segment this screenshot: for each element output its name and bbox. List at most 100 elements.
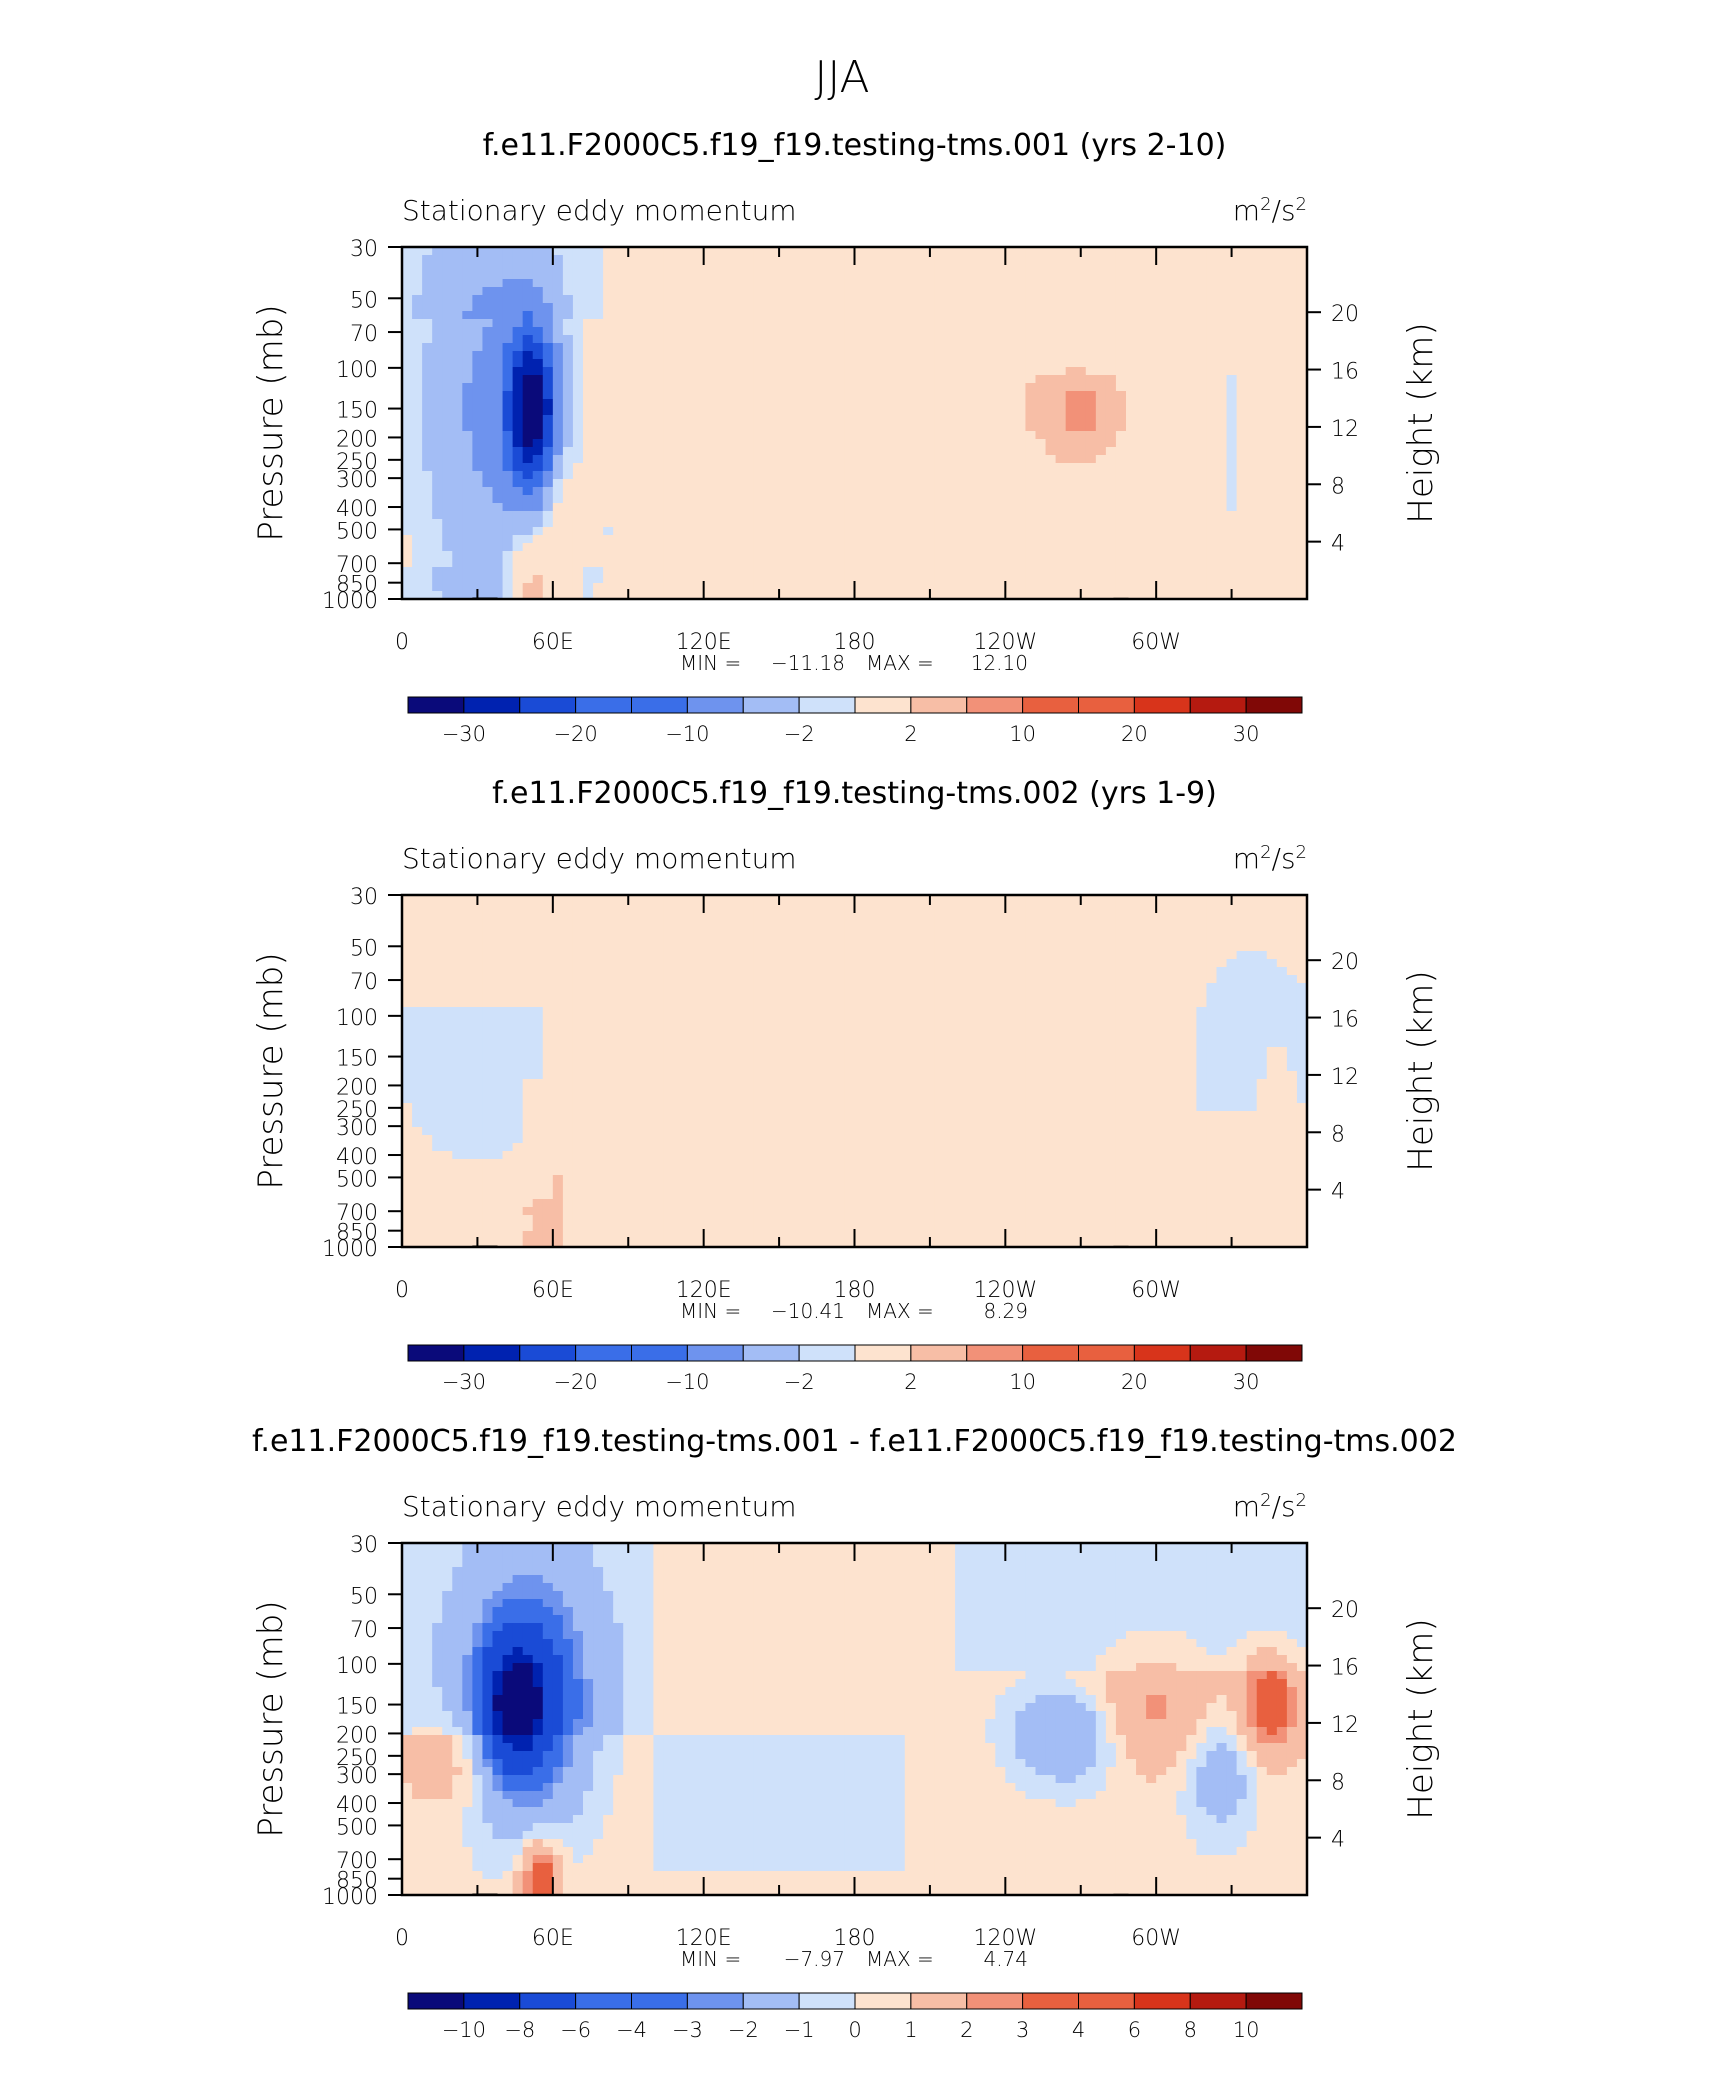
contour-cell <box>965 935 976 944</box>
contour-cell <box>955 959 966 968</box>
contour-cell <box>1246 919 1258 928</box>
contour-cell <box>1065 927 1077 936</box>
contour-cell <box>844 367 856 376</box>
contour-cell <box>432 479 443 488</box>
contour-cell <box>653 583 665 592</box>
contour-cell <box>924 335 936 344</box>
contour-cell <box>1015 319 1027 328</box>
contour-cell <box>693 495 705 504</box>
contour-cell <box>945 359 956 368</box>
contour-cell <box>1095 919 1107 928</box>
contour-cell <box>462 327 473 336</box>
contour-cell <box>562 439 574 448</box>
contour-cell <box>874 543 886 552</box>
contour-cell <box>422 343 433 352</box>
contour-cell <box>1075 255 1087 264</box>
contour-cell <box>1216 439 1228 448</box>
contour-cell <box>1115 407 1127 416</box>
contour-cell <box>965 327 976 336</box>
contour-cell <box>794 295 805 304</box>
contour-cell <box>965 511 976 520</box>
contour-cell <box>844 471 856 480</box>
contour-cell <box>1206 351 1218 360</box>
contour-cell <box>522 527 534 536</box>
contour-cell <box>583 487 594 496</box>
contour-cell <box>532 391 544 400</box>
contour-cell <box>673 311 685 320</box>
contour-cell <box>482 359 494 368</box>
contour-cell <box>723 391 735 400</box>
contour-cell <box>1266 359 1278 368</box>
contour-cell <box>904 519 916 528</box>
contour-cell <box>824 575 835 584</box>
contour-cell <box>753 935 765 944</box>
contour-cell <box>743 423 755 432</box>
contour-cell <box>673 367 685 376</box>
contour-cell <box>784 415 795 424</box>
contour-cell <box>995 439 1006 448</box>
contour-cell <box>583 927 594 936</box>
contour-cell <box>703 383 715 392</box>
contour-cell <box>713 455 725 464</box>
contour-cell <box>784 567 795 576</box>
contour-cell <box>703 471 715 480</box>
contour-cell <box>512 943 524 952</box>
contour-cell <box>562 543 574 552</box>
contour-cell <box>713 439 725 448</box>
contour-cell <box>462 463 473 472</box>
contour-cell <box>1075 583 1087 592</box>
contour-cell <box>1156 263 1167 272</box>
contour-cell <box>743 255 755 264</box>
contour-cell <box>804 319 815 328</box>
contour-cell <box>633 911 644 920</box>
contour-cell <box>1045 391 1057 400</box>
contour-cell <box>542 319 554 328</box>
contour-cell <box>1095 567 1107 576</box>
contour-cell <box>1035 543 1047 552</box>
contour-cell <box>593 287 604 296</box>
contour-cell <box>804 263 815 272</box>
contour-cell <box>784 551 795 560</box>
contour-cell <box>1176 407 1187 416</box>
contour-cell <box>693 503 705 512</box>
contour-cell <box>753 583 765 592</box>
contour-cell <box>1105 487 1117 496</box>
contour-cell <box>653 567 665 576</box>
contour-cell <box>1266 287 1278 296</box>
contour-cell <box>894 343 906 352</box>
contour-cell <box>1105 247 1117 256</box>
contour-cell <box>673 447 685 456</box>
contour-cell <box>1005 935 1016 944</box>
contour-cell <box>1025 303 1037 312</box>
contour-cell <box>683 295 695 304</box>
contour-cell <box>522 263 534 272</box>
contour-cell <box>1216 255 1228 264</box>
contour-cell <box>955 431 966 440</box>
contour-cell <box>733 479 745 488</box>
contour-cell <box>1146 935 1157 944</box>
contour-cell <box>733 551 745 560</box>
contour-cell <box>452 311 463 320</box>
contour-cell <box>764 375 775 384</box>
contour-cell <box>522 575 534 584</box>
contour-cell <box>1216 927 1228 936</box>
contour-cell <box>1105 911 1117 920</box>
contour-cell <box>482 335 494 344</box>
contour-cell <box>1256 919 1268 928</box>
contour-cell <box>1276 431 1288 440</box>
contour-cell <box>522 959 534 968</box>
contour-cell <box>1035 263 1047 272</box>
contour-cell <box>945 439 956 448</box>
contour-cell <box>653 511 665 520</box>
contour-cell <box>412 415 423 424</box>
contour-cell <box>824 495 835 504</box>
contour-cell <box>794 343 805 352</box>
contour-cell <box>814 311 825 320</box>
contour-cell <box>824 479 835 488</box>
contour-cell <box>643 567 654 576</box>
contour-cell <box>1055 375 1067 384</box>
contour-cell <box>965 383 976 392</box>
contour-cell <box>603 423 614 432</box>
contour-cell <box>502 359 514 368</box>
contour-cell <box>814 263 825 272</box>
